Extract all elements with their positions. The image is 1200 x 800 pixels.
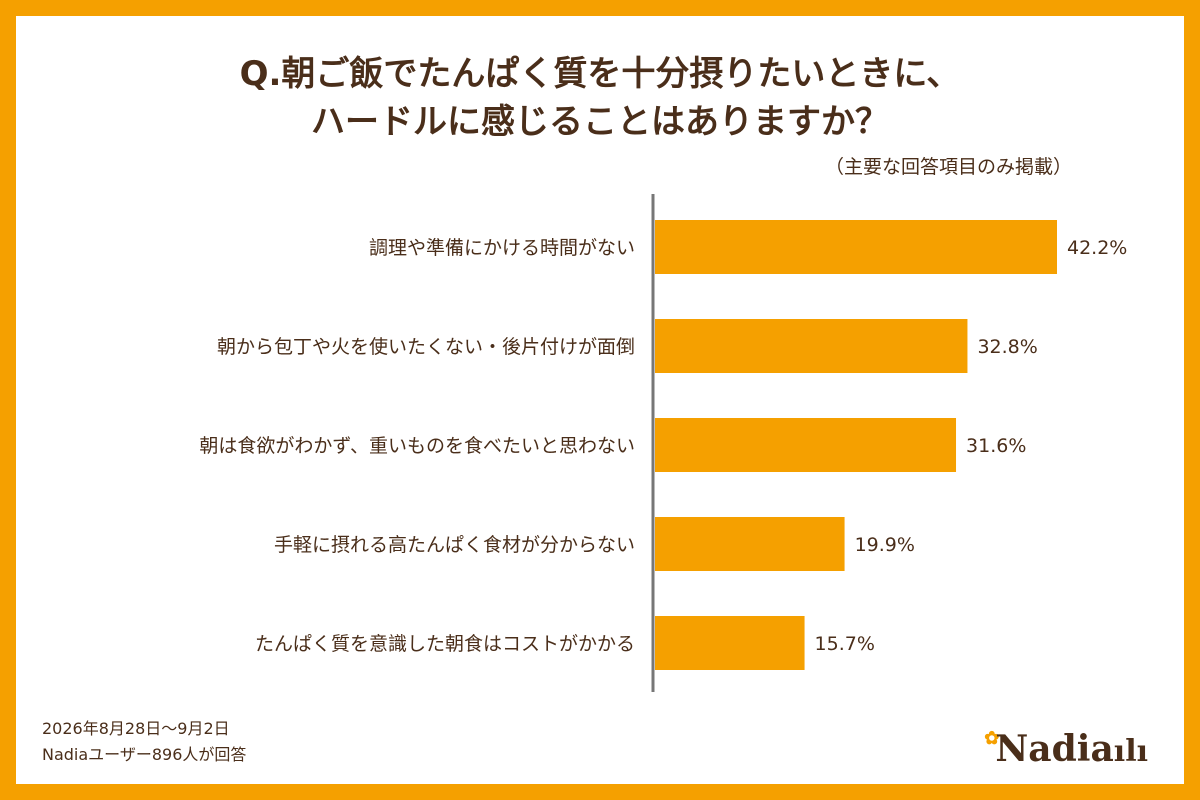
- bar-2: [655, 418, 957, 472]
- category-label-4: たんぱく質を意識した朝食はコストがかかる: [255, 633, 635, 655]
- chart-title: Q.朝ご飯でたんぱく質を十分摂りたいときに、 ハードルに感じることはありますか？: [16, 50, 1184, 146]
- title-line-2: ハードルに感じることはありますか？: [311, 102, 889, 142]
- survey-respondents: Nadiaユーザー896人が回答: [42, 745, 247, 764]
- category-label-2: 朝は食欲がわかず、重いものを食べたいと思わない: [199, 435, 635, 457]
- value-label-4: 15.7%: [815, 633, 875, 655]
- category-label-3: 手軽に摂れる高たんぱく食材が分からない: [274, 534, 635, 556]
- title-line-1: Q.朝ご飯でたんぱく質を十分摂りたいときに、: [239, 54, 961, 94]
- value-label-3: 19.9%: [855, 534, 915, 556]
- value-label-0: 42.2%: [1067, 237, 1127, 259]
- bar-4: [655, 616, 805, 670]
- footer: 2026年8月28日～9月2日 Nadiaユーザー896人が回答: [42, 716, 246, 768]
- bar-chart: 調理や準備にかける時間がない 42.2% 朝から包丁や火を使いたくない・後片付けが面…: [199, 194, 1127, 692]
- logo-text: Nadia: [995, 728, 1114, 770]
- chart-note: （主要な回答項目のみ掲載）: [824, 156, 1072, 178]
- fork-icon: ılı: [1113, 734, 1148, 769]
- survey-period: 2026年8月28日～9月2日: [42, 719, 230, 738]
- flower-icon: ✿: [984, 728, 1000, 749]
- category-label-0: 調理や準備にかける時間がない: [369, 237, 635, 259]
- value-label-2: 31.6%: [966, 435, 1026, 457]
- nadia-logo: ✿Nadiaılı: [984, 728, 1148, 770]
- value-label-1: 32.8%: [977, 336, 1037, 358]
- bar-0: [655, 220, 1057, 274]
- category-label-1: 朝から包丁や火を使いたくない・後片付けが面倒: [217, 336, 635, 358]
- bar-1: [655, 319, 968, 373]
- bar-3: [655, 517, 845, 571]
- chart-card: Q.朝ご飯でたんぱく質を十分摂りたいときに、 ハードルに感じることはありますか？…: [16, 16, 1184, 784]
